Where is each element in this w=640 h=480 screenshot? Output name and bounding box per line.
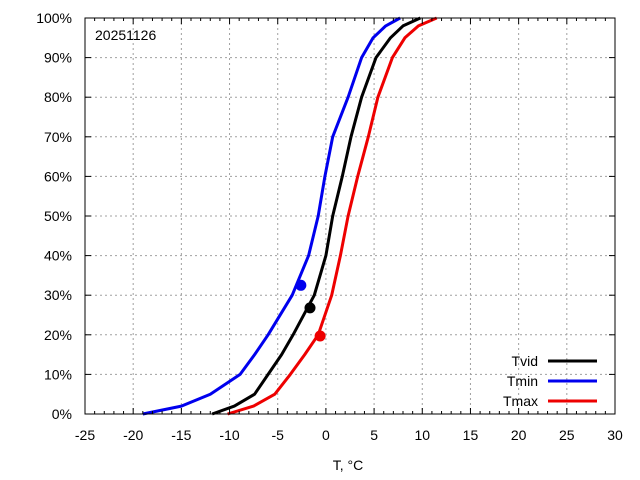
series-line-tvid [211, 16, 421, 416]
y-tick-label: 30% [44, 287, 72, 303]
series-marker-tmin [295, 279, 307, 291]
x-tick-label: 5 [370, 427, 378, 443]
x-tick-label: -10 [219, 427, 239, 443]
y-tick-label: 50% [44, 208, 72, 224]
y-tick-label: 0% [52, 406, 72, 422]
series-marker-tvid [304, 302, 316, 314]
legend-label-tmin: Tmin [507, 373, 538, 389]
y-tick-label: 40% [44, 248, 72, 264]
y-tick-label: 100% [36, 10, 72, 26]
y-tick-label: 90% [44, 50, 72, 66]
x-tick-label: 15 [463, 427, 479, 443]
x-tick-label: -20 [123, 427, 143, 443]
series-line-tmin [142, 16, 401, 416]
x-tick-label: 10 [414, 427, 430, 443]
x-tick-label: 0 [322, 427, 330, 443]
series-line-tmax [227, 16, 438, 416]
y-tick-label: 60% [44, 168, 72, 184]
x-tick-label: -5 [272, 427, 285, 443]
legend: Tvid Tmin Tmax [503, 353, 597, 409]
y-tick-label: 10% [44, 366, 72, 382]
legend-label-tvid: Tvid [512, 353, 538, 369]
date-annotation: 20251126 [95, 27, 156, 43]
x-tick-label: 20 [511, 427, 527, 443]
series-group [142, 16, 438, 416]
y-tick-label: 80% [44, 89, 72, 105]
x-tick-label: -25 [75, 427, 95, 443]
grid [85, 18, 615, 414]
legend-label-tmax: Tmax [503, 393, 538, 409]
x-tick-label: -15 [171, 427, 191, 443]
series-marker-tmax [314, 330, 326, 342]
x-axis-label: T, °C [333, 457, 364, 473]
y-tick-label: 20% [44, 327, 72, 343]
y-tick-label: 70% [44, 129, 72, 145]
x-tick-label: 30 [607, 427, 623, 443]
x-tick-label: 25 [559, 427, 575, 443]
ticks: -25 -20 -15 -10 -5 0 5 10 15 20 25 30 0% 10% 20% 30% 40%… [36, 10, 623, 443]
